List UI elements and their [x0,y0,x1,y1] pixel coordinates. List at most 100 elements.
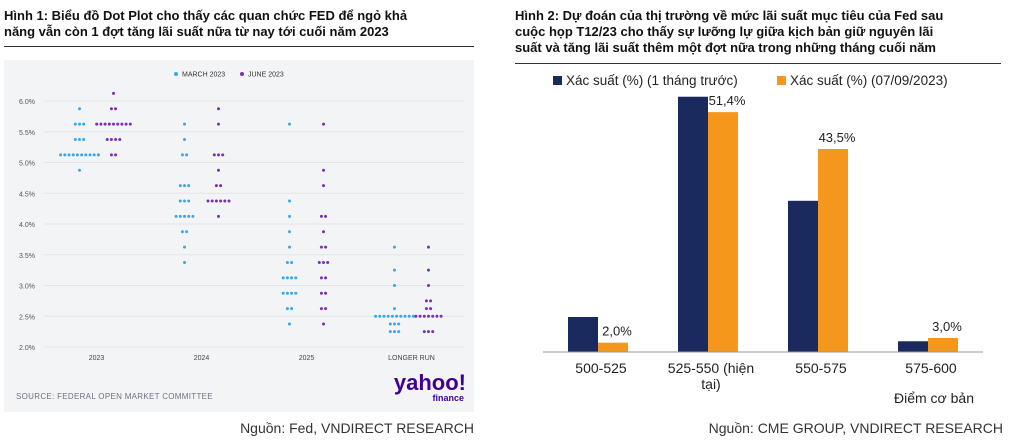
dot-plot-dot [427,268,430,272]
bar-mark [598,342,628,352]
dot-plot-dot [109,137,113,141]
dot-plot-legend-marker [240,72,244,76]
dot-plot-dot [324,307,328,311]
dot-plot-dot [285,307,289,311]
dot-plot-y-tick-label: 3.5% [19,253,35,260]
dot-plot-dot [429,307,433,311]
dot-plot-dot [71,153,75,157]
dot-plot-dot [319,245,323,249]
bar-mark [928,338,958,352]
bar-chart-legend: Xác suất (%) (1 tháng trước) Xác suất (%)… [553,73,948,88]
dot-plot-dot [294,276,298,280]
dot-plot-dot [183,214,186,218]
dot-plot-dot [397,322,401,326]
dot-plot-dot [324,276,328,280]
dot-plot-dot [285,276,289,280]
dot-plot-dot [281,291,285,295]
dot-plot-dot [114,153,118,157]
dot-plot-dot [109,153,113,157]
dot-plot-dot [219,199,223,203]
dot-plot-dot [103,122,107,126]
bar-mark [818,149,848,352]
dot-plot-dot [427,245,430,249]
dot-plot-dot [424,299,428,303]
bar-category-label: tại) [701,376,720,392]
yahoo-logo-sub: finance [432,393,464,403]
dot-plot-dot [124,122,128,126]
dot-plot-chart: 2.0% 2.5% 3.0% 3.5% 4.0% 4.5% 5.0% 5.5% 6.0% 2023… [4,60,474,412]
dot-plot-dot [324,245,328,249]
dot-plot-dot [187,214,191,218]
dot-plot-dot [322,322,325,326]
dot-plot-dot [427,284,430,287]
figure-2-title: Hình 2: Dự đoán của thị trường về mức lã… [515,8,1001,56]
dot-plot-x-tick-label: LONGER RUN [388,355,435,362]
dot-plot-dot [78,168,81,172]
dot-plot-legend-label: MARCH 2023 [182,72,225,79]
dot-plot-dot [217,168,220,172]
dot-plot-dot [109,107,113,111]
dot-plot-x-tick-label: 2023 [89,355,105,362]
dot-plot-dot [407,314,411,318]
dot-plot-dot [210,199,214,203]
dot-plot-dot [183,137,186,141]
dot-plot-dot [317,260,321,264]
dot-plot-dot [183,199,186,203]
dot-plot-dot [388,322,392,326]
dot-plot-dot [285,291,289,295]
dot-plot-dot [386,314,390,318]
dot-plot-legend-marker [174,72,178,76]
dot-plot-y-tick-label: 5.0% [19,161,35,168]
bar-data-label: 51,4% [709,93,746,108]
dot-plot-dot [326,260,330,264]
dot-plot-dot [107,122,111,126]
dot-plot-dot [439,314,443,318]
dot-plot-dot [118,137,122,141]
bar-legend-label: Xác suất (%) (1 tháng trước) [566,73,738,88]
dot-plot-dot [322,260,325,264]
figure-1-title: Hình 1: Biểu đồ Dot Plot cho thấy các qu… [4,8,407,40]
dot-plot-dot [217,153,220,157]
dot-plot-dot [82,122,86,126]
dot-plot-dot [114,137,118,141]
dot-plot-dot [92,153,96,157]
bar-data-label: 2,0% [602,324,632,339]
dot-plot-dot [128,122,132,126]
dot-plot-dot [288,245,291,249]
dot-plot-dot [427,330,430,334]
dot-plot-dot [183,245,186,249]
bar-mark [708,112,738,352]
dot-plot-dot [183,260,186,264]
dot-plot-dot [84,153,88,157]
dot-plot-dot [393,284,396,287]
dot-plot-dot [212,153,216,157]
yahoo-logo-text: yahoo! [394,370,466,395]
bar-mark [568,317,598,352]
bar-legend-label: Xác suất (%) (07/09/2023) [790,73,948,88]
dot-plot-dot [424,307,428,311]
dot-plot-dot [290,260,294,264]
dot-plot-dot [374,314,378,318]
dot-plot-dot [105,137,109,141]
dot-plot-dot [403,314,407,318]
dot-plot-dot [319,214,323,218]
dot-plot-dot [431,314,435,318]
dot-plot-dot [285,260,289,264]
dot-plot-dot [180,230,184,234]
dot-plot-dot [393,330,396,334]
dot-plot-background [4,60,474,412]
dot-plot-dot [290,291,294,295]
dot-plot-dot [217,122,220,126]
dot-plot-dot [99,122,103,126]
dot-plot-dot [382,314,386,318]
dot-plot-dot [294,291,298,295]
dot-plot-dot [290,276,294,280]
figure-1-title-line-2: năng vẫn còn 1 đợt tăng lãi suất nữa từ … [4,24,389,39]
dot-plot-dot [78,122,81,126]
dot-plot-y-tick-label: 4.5% [19,191,35,198]
dot-plot-dot [390,314,394,318]
dot-plot-dot [288,199,291,203]
dot-plot-dot [288,214,291,218]
dot-plot-dot [324,291,328,295]
